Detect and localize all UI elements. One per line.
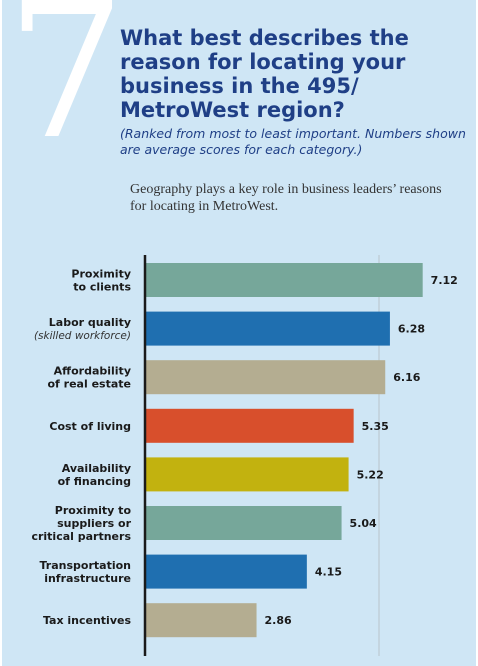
category-label: critical partners	[31, 530, 131, 543]
bar	[145, 603, 257, 638]
category-label: to clients	[73, 281, 131, 294]
category-label: of financing	[58, 475, 131, 488]
data-label: 5.35	[362, 420, 389, 433]
data-label: 5.04	[350, 517, 377, 530]
category-label: Proximity to	[55, 504, 132, 517]
question-number: 7	[6, 0, 126, 181]
data-label: 5.22	[357, 468, 384, 481]
category-label: Transportation	[40, 559, 131, 572]
category-label: Proximity	[71, 268, 131, 281]
category-label: infrastructure	[44, 572, 131, 585]
bar	[145, 311, 390, 346]
data-label: 6.16	[393, 371, 420, 384]
bar	[145, 457, 349, 492]
category-label: of real estate	[48, 378, 132, 391]
intro-text: Geography plays a key role in business l…	[130, 182, 442, 214]
category-label: suppliers or	[57, 517, 131, 530]
category-label: Affordability	[54, 365, 131, 378]
category-label: Cost of living	[49, 420, 131, 433]
bar	[145, 408, 354, 443]
bar	[145, 554, 307, 589]
data-label: 4.15	[315, 566, 342, 579]
data-label: 6.28	[398, 323, 425, 336]
bar	[145, 506, 342, 540]
data-label: 7.12	[431, 274, 458, 287]
category-note: (skilled workforce)	[34, 330, 131, 342]
category-label: Labor quality	[49, 316, 131, 329]
question-title: What best describes the reason for locat…	[120, 26, 409, 122]
category-label: Tax incentives	[43, 614, 132, 627]
question-subtitle: (Ranked from most to least important. Nu…	[120, 126, 466, 157]
bar	[145, 360, 386, 395]
data-label: 2.86	[265, 614, 292, 627]
category-label: Availability	[62, 462, 131, 475]
bar	[145, 263, 423, 297]
